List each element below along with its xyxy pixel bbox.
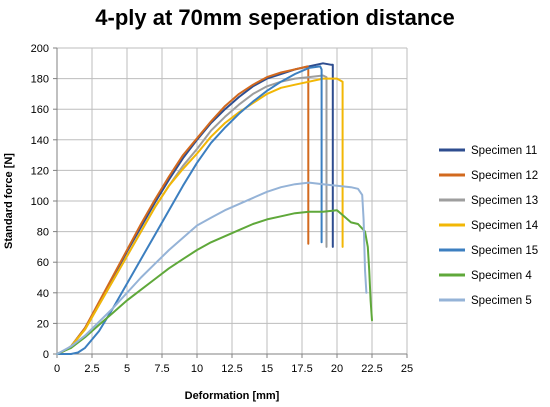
x-tick-labels: 0 2.5 5 7.5 10 12.5 15 17.5 20 22.5 25 (54, 363, 413, 375)
legend: Specimen 11 Specimen 12 Specimen 13 Specime… (439, 145, 539, 307)
y-tick-label: 0 (43, 349, 49, 361)
x-tick-label: 2.5 (84, 363, 99, 375)
series-line-1 (56, 62, 334, 355)
y-tick-label: 40 (37, 288, 49, 300)
x-axis-title: Deformation [mm] (185, 390, 280, 402)
x-tick-label: 15 (261, 363, 273, 375)
y-tick-labels: 0 20 40 60 80 100 120 140 160 180 200 (31, 43, 49, 361)
x-tick-label: 17.5 (291, 363, 312, 375)
grid-lines (56, 47, 408, 355)
series-line-5 (56, 65, 323, 355)
x-tick-label: 0 (54, 363, 60, 375)
legend-label: Specimen 5 (471, 295, 532, 307)
y-tick-label: 60 (37, 257, 49, 269)
y-axis-title: Standard force [N] (3, 153, 15, 249)
y-tick-label: 80 (37, 227, 49, 239)
x-tick-label: 22.5 (361, 363, 382, 375)
y-tick-label: 120 (31, 165, 49, 177)
legend-label: Specimen 4 (471, 270, 532, 282)
y-tick-label: 100 (31, 196, 49, 208)
axes (53, 47, 408, 358)
y-tick-label: 20 (37, 318, 49, 330)
x-tick-label: 10 (191, 363, 203, 375)
legend-label: Specimen 13 (471, 195, 538, 207)
series-lines (56, 62, 373, 355)
x-tick-label: 25 (401, 363, 413, 375)
series-line-4 (56, 77, 344, 355)
x-tick-label: 7.5 (154, 363, 169, 375)
legend-label: Specimen 11 (471, 145, 537, 157)
x-tick-label: 12.5 (221, 363, 242, 375)
chart-title: 4-ply at 70mm seperation distance (95, 5, 454, 30)
x-tick-label: 20 (331, 363, 343, 375)
series-line-7 (56, 181, 368, 355)
x-tick-label: 5 (124, 363, 130, 375)
series-line-2 (56, 65, 310, 355)
series-line-6 (56, 209, 373, 355)
legend-label: Specimen 12 (471, 170, 538, 182)
y-tick-label: 200 (31, 43, 49, 55)
y-tick-label: 160 (31, 104, 49, 116)
y-tick-label: 180 (31, 74, 49, 86)
legend-label: Specimen 15 (471, 245, 538, 257)
y-tick-label: 140 (31, 135, 49, 147)
legend-label: Specimen 14 (471, 220, 539, 232)
